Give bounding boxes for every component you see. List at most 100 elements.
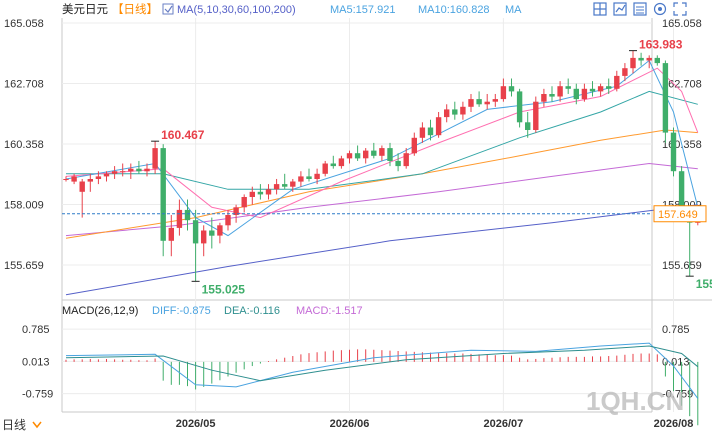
candle-body [128, 168, 134, 172]
candle-body [606, 86, 612, 89]
candle-body [314, 173, 320, 179]
low-label-1: 155.025 [202, 282, 246, 296]
ma5-value: MA5:157.921 [330, 4, 395, 16]
candle-body [589, 88, 596, 92]
candle-body [395, 160, 401, 167]
candle-body [330, 163, 336, 167]
macd-value: MACD:-1.517 [296, 305, 363, 317]
candle-body [581, 88, 588, 100]
candle-body [225, 215, 231, 226]
y-tick-label-left: 155.659 [4, 260, 44, 272]
macd-tick-label-right: 0.785 [662, 324, 690, 336]
peak-label: 160.467 [161, 128, 205, 142]
candle-body [152, 148, 158, 169]
candle-body [614, 75, 620, 89]
period-button-bg [0, 414, 46, 434]
candle-body [444, 109, 450, 118]
x-tick-label: 2026/05 [176, 418, 216, 430]
x-tick-label: 2026/07 [484, 418, 524, 430]
candle-body [573, 88, 579, 100]
period-button[interactable]: 日线 [2, 418, 26, 432]
candle-body [500, 86, 507, 100]
candle-body [460, 106, 466, 115]
candle-body [411, 137, 417, 154]
ma30-line [66, 90, 698, 190]
candle-body [257, 191, 264, 195]
x-tick-label: 2026/08 [654, 418, 694, 430]
candle-body [565, 86, 571, 89]
ma10-value: MA10:160.828 [418, 4, 490, 16]
chevron-down-icon[interactable] [32, 421, 42, 429]
candle-body [298, 176, 304, 182]
macd-tick-label-left: -0.759 [22, 389, 53, 401]
candle-body [419, 127, 426, 138]
candle-body [387, 148, 393, 161]
candle-body [622, 68, 628, 76]
chart-icon[interactable] [613, 2, 627, 16]
grid-icon[interactable] [593, 2, 607, 16]
candle-body [79, 181, 85, 192]
grid [62, 18, 674, 412]
ma-checkbox[interactable] [162, 3, 174, 15]
macd-tick-label-left: 0.785 [22, 324, 50, 336]
candle-body [111, 171, 118, 174]
candle-body [379, 148, 385, 156]
candle-body [144, 168, 150, 172]
candle-body [492, 99, 498, 102]
y-tick-label-left: 158.009 [4, 199, 44, 211]
period-tag[interactable]: 【日线】 [112, 2, 158, 16]
last-price-box [653, 205, 707, 223]
fullscreen-icon[interactable] [673, 2, 687, 16]
macd-dea-line [65, 345, 699, 382]
candle-body [363, 150, 369, 159]
price-annotations: 157.649 160.467 163.983 155.025 155.225 [62, 38, 712, 296]
candle-body [476, 99, 482, 105]
candle-body [71, 176, 77, 182]
candle-body [63, 179, 69, 180]
candle-body [662, 63, 669, 133]
toolbar [593, 2, 687, 16]
x-axis-ticks: 2026/05 2026/06 2026/07 2026/08 [176, 418, 694, 430]
candle-body [557, 86, 563, 97]
candle-body [201, 230, 207, 244]
candle-body [403, 153, 409, 167]
settings-icon[interactable] [653, 2, 667, 16]
watermark: 1QH.CN [586, 386, 684, 416]
candle-body [468, 99, 474, 107]
macd-tick-label-right: 0.013 [662, 356, 690, 368]
last-price-label: 157.649 [658, 209, 698, 221]
layers-icon[interactable] [633, 2, 647, 16]
candle-body [452, 109, 458, 115]
candle-body [646, 57, 652, 61]
macd-pane [65, 342, 699, 426]
candle-body [265, 189, 272, 195]
candle-body [427, 127, 434, 136]
y-tick-label-right: 162.708 [662, 78, 702, 90]
candle-body [273, 184, 280, 190]
candle-body [233, 207, 239, 215]
low-label-2: 155.225 [696, 277, 712, 291]
candle-body [176, 209, 183, 228]
candle-body [241, 197, 247, 208]
candle-body [192, 220, 199, 244]
candle-body [290, 181, 296, 187]
candle-body [346, 153, 353, 159]
candle-body [654, 57, 660, 64]
ma-params: MA(5,10,30,60,100,200) [177, 4, 296, 16]
candle-body [549, 94, 555, 97]
candle-body [638, 57, 644, 61]
candle-body [95, 176, 102, 179]
macd-tick-label-right: -0.759 [662, 389, 693, 401]
candle-body [322, 163, 328, 174]
y-tick-label-left: 165.058 [4, 18, 44, 30]
candle-body [168, 227, 174, 241]
candle-body [484, 101, 490, 105]
ma-more: MA [505, 4, 522, 16]
candle-body [184, 209, 191, 221]
macd-diff: DIFF:-0.875 [152, 305, 211, 317]
candle-body [249, 191, 255, 197]
macd-tick-label-left: 0.013 [22, 356, 50, 368]
